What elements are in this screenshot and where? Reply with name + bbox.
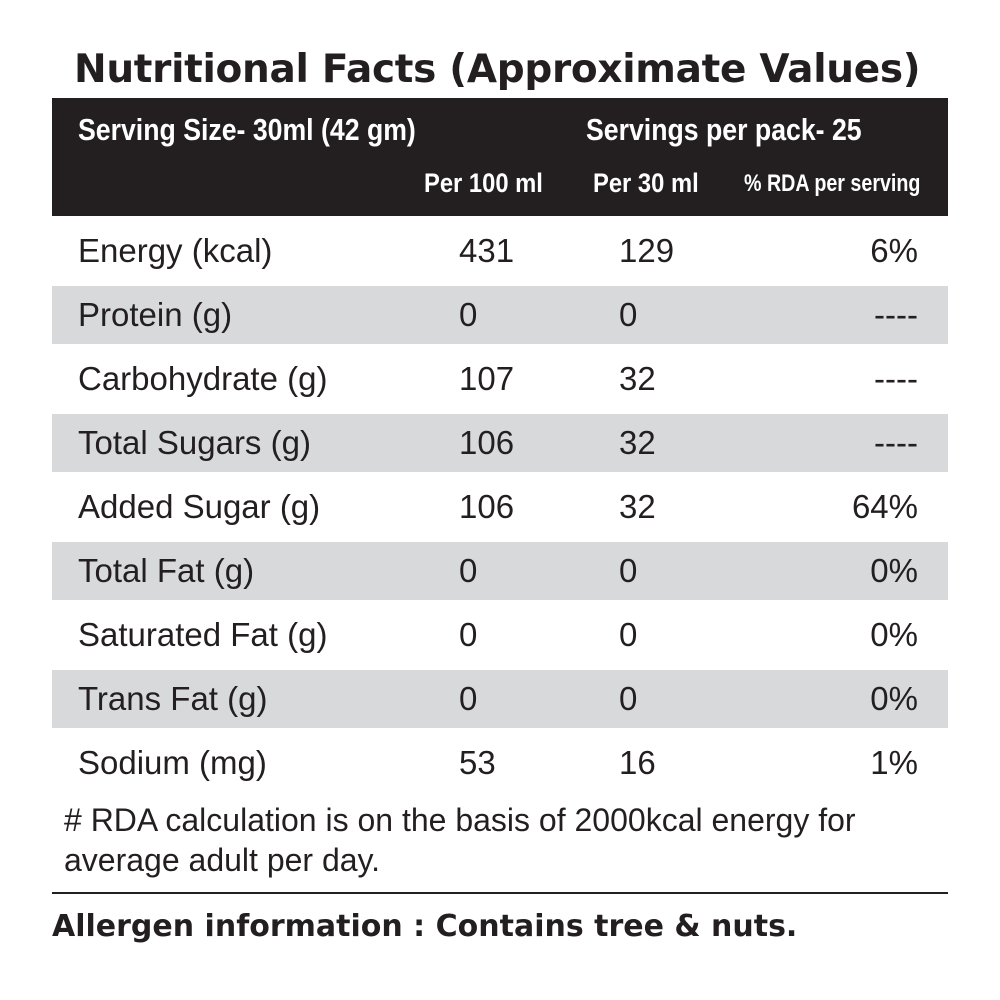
value-per-100ml: 431	[459, 232, 515, 269]
value-rda: 1%	[870, 744, 918, 781]
value-per-30ml: 0	[619, 296, 638, 333]
column-header-per-30ml: Per 30 ml	[593, 168, 699, 198]
table-row: Sodium (mg) 53 16 1%	[52, 734, 948, 792]
value-per-30ml: 0	[619, 680, 638, 717]
table-row: Carbohydrate (g) 107 32 ----	[52, 350, 948, 408]
value-per-30ml: 0	[619, 552, 638, 589]
value-per-100ml: 107	[459, 360, 515, 397]
nutrition-panel: Serving Size- 30ml (42 gm) Servings per …	[52, 98, 948, 894]
nutrient-name: Saturated Fat (g)	[78, 616, 328, 653]
value-per-30ml: 32	[619, 488, 656, 525]
column-header-per-100ml: Per 100 ml	[424, 168, 543, 198]
table-row: Total Sugars (g) 106 32 ----	[52, 414, 948, 472]
nutrient-name: Sodium (mg)	[78, 744, 267, 781]
value-per-100ml: 53	[459, 744, 496, 781]
value-per-30ml: 32	[619, 424, 656, 461]
allergen-information: Allergen information : Contains tree & n…	[52, 909, 798, 944]
nutrient-name: Added Sugar (g)	[78, 488, 321, 525]
page-title: Nutritional Facts (Approximate Values)	[74, 47, 921, 92]
value-per-100ml: 0	[459, 680, 478, 717]
table-row: Protein (g) 0 0 ----	[52, 286, 948, 344]
value-per-30ml: 129	[619, 232, 675, 269]
value-per-100ml: 0	[459, 552, 478, 589]
value-per-30ml: 32	[619, 360, 656, 397]
value-rda: ----	[874, 424, 918, 461]
nutrient-name: Carbohydrate (g)	[78, 360, 328, 397]
table-row: Saturated Fat (g) 0 0 0%	[52, 606, 948, 664]
servings-per-pack-label: Servings per pack- 25	[586, 112, 862, 147]
value-per-100ml: 106	[459, 488, 515, 525]
value-per-100ml: 106	[459, 424, 515, 461]
value-rda: 0%	[870, 616, 918, 653]
value-per-30ml: 16	[619, 744, 656, 781]
nutrient-name: Trans Fat (g)	[78, 680, 268, 717]
value-rda: 64%	[851, 488, 918, 525]
nutrient-name: Total Sugars (g)	[78, 424, 311, 461]
value-per-100ml: 0	[459, 616, 478, 653]
table-header: Serving Size- 30ml (42 gm) Servings per …	[52, 98, 948, 216]
table-row: Total Fat (g) 0 0 0%	[52, 542, 948, 600]
value-rda: 0%	[870, 552, 918, 589]
column-header-rda: % RDA per serving	[744, 170, 921, 197]
nutrient-name: Total Fat (g)	[78, 552, 255, 589]
value-rda: 0%	[870, 680, 918, 717]
value-rda: ----	[874, 360, 918, 397]
table-row: Trans Fat (g) 0 0 0%	[52, 670, 948, 728]
nutrient-name: Protein (g)	[78, 296, 233, 333]
value-per-30ml: 0	[619, 616, 638, 653]
value-rda: ----	[874, 296, 918, 333]
rda-footnote: # RDA calculation is on the basis of 200…	[64, 802, 856, 878]
table-row: Added Sugar (g) 106 32 64%	[52, 478, 948, 536]
nutrient-name: Energy (kcal)	[78, 232, 273, 269]
nutrient-rows: Energy (kcal) 431 129 6% Protein (g) 0 0…	[52, 222, 948, 798]
table-row: Energy (kcal) 431 129 6%	[52, 222, 948, 280]
value-per-100ml: 0	[459, 296, 478, 333]
value-rda: 6%	[870, 232, 918, 269]
serving-size-label: Serving Size- 30ml (42 gm)	[78, 112, 416, 147]
